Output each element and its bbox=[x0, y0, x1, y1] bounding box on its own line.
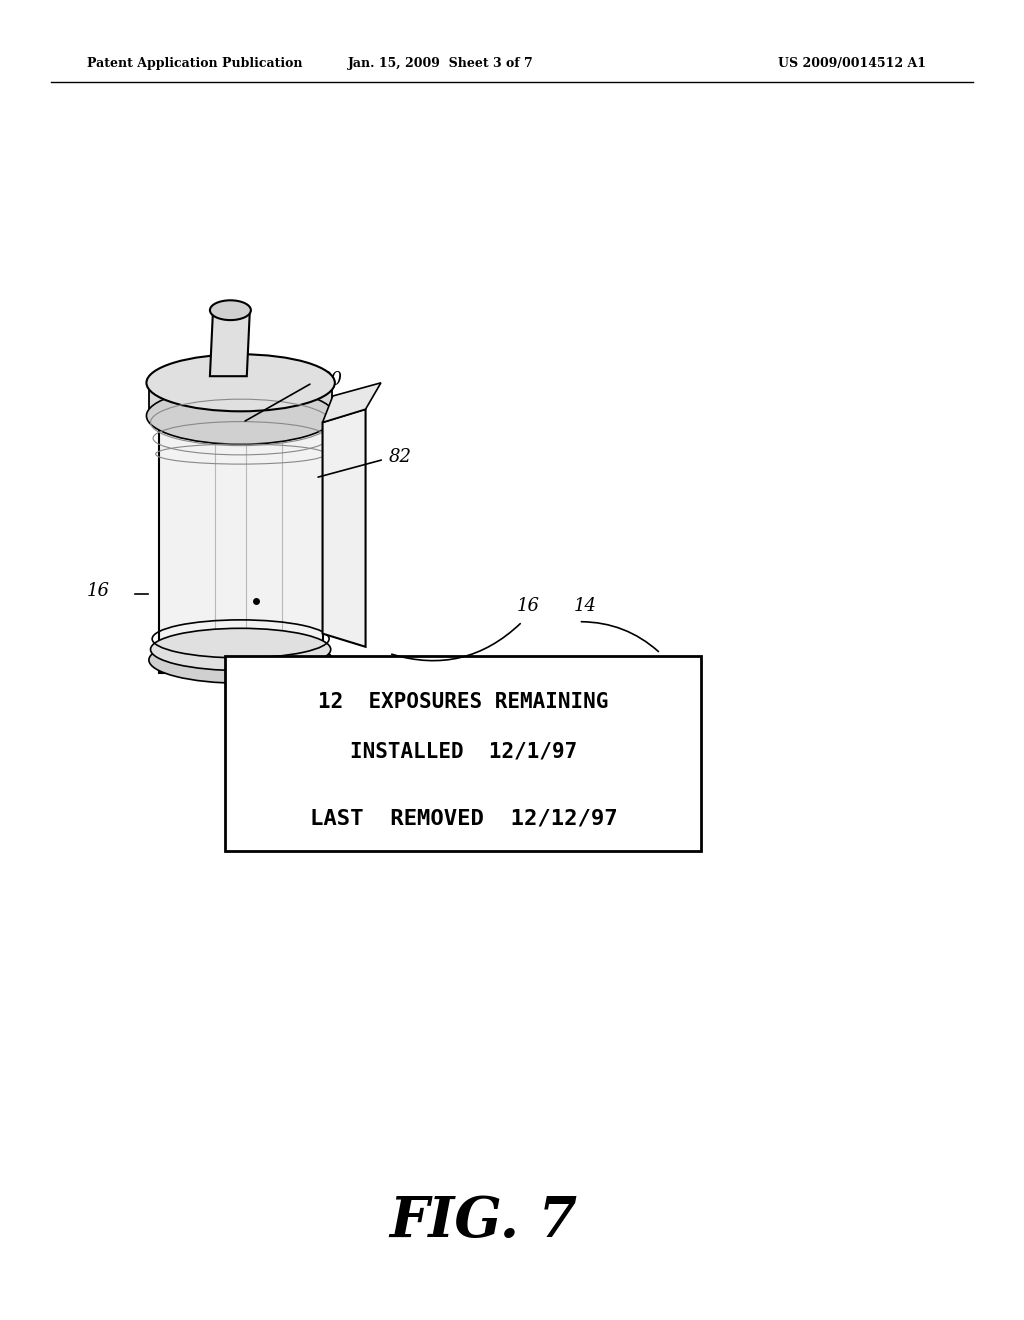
Text: 82: 82 bbox=[389, 447, 412, 466]
Ellipse shape bbox=[148, 636, 333, 684]
Text: 12  EXPOSURES REMAINING: 12 EXPOSURES REMAINING bbox=[318, 692, 608, 713]
Polygon shape bbox=[210, 310, 250, 376]
Text: US 2009/0014512 A1: US 2009/0014512 A1 bbox=[778, 57, 927, 70]
Polygon shape bbox=[159, 383, 323, 673]
Polygon shape bbox=[323, 383, 381, 422]
FancyBboxPatch shape bbox=[225, 656, 701, 851]
Text: LAST  REMOVED  12/12/97: LAST REMOVED 12/12/97 bbox=[309, 808, 617, 829]
Ellipse shape bbox=[146, 354, 335, 412]
Text: 80: 80 bbox=[319, 371, 342, 389]
Text: 14: 14 bbox=[573, 597, 596, 615]
Text: 16: 16 bbox=[517, 597, 540, 615]
Text: Jan. 15, 2009  Sheet 3 of 7: Jan. 15, 2009 Sheet 3 of 7 bbox=[347, 57, 534, 70]
Ellipse shape bbox=[210, 300, 251, 319]
Text: INSTALLED  12/1/97: INSTALLED 12/1/97 bbox=[350, 741, 577, 762]
Text: Patent Application Publication: Patent Application Publication bbox=[87, 57, 302, 70]
Ellipse shape bbox=[146, 387, 335, 445]
Text: 16: 16 bbox=[87, 582, 110, 601]
Ellipse shape bbox=[151, 628, 331, 671]
Text: FIG. 7: FIG. 7 bbox=[389, 1193, 578, 1249]
Polygon shape bbox=[323, 409, 366, 647]
Polygon shape bbox=[148, 389, 333, 416]
